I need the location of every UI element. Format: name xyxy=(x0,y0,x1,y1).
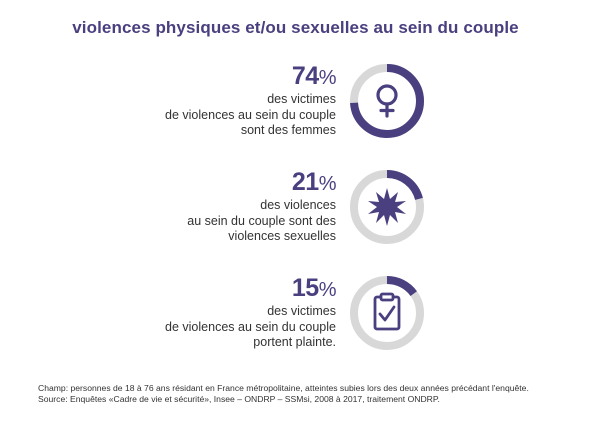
value-number: 15 xyxy=(291,274,319,302)
stat-value: 15% xyxy=(76,274,337,304)
donut-chart-sexual xyxy=(350,170,424,244)
chart-title: violences physiques et/ou sexuelles au s… xyxy=(72,18,519,37)
value-unit: % xyxy=(318,67,337,89)
donut-chart-women xyxy=(350,64,424,138)
burst-icon xyxy=(368,188,406,226)
stat-text: 74% des victimes de violences au sein du… xyxy=(76,62,336,139)
footnote-source: Source: Enquêtes «Cadre de vie et sécuri… xyxy=(38,394,440,404)
donut-arc xyxy=(350,170,424,244)
value-number: 74 xyxy=(291,62,319,90)
stat-row-complaint: 15% des victimes de violences au sein du… xyxy=(0,274,591,374)
value-unit: % xyxy=(318,279,337,301)
value-unit: % xyxy=(318,173,337,195)
footnote: Champ: personnes de 18 à 76 ans résidant… xyxy=(38,383,578,405)
donut-chart-complaint xyxy=(350,276,424,350)
donut-arc xyxy=(350,276,424,350)
stat-value: 21% xyxy=(76,168,337,198)
donut-arc xyxy=(350,64,424,138)
stat-row-women: 74% des victimes de violences au sein du… xyxy=(0,62,591,162)
value-number: 21 xyxy=(291,168,319,196)
stat-description: des victimes de violences au sein du cou… xyxy=(165,304,336,349)
stat-value: 74% xyxy=(76,62,337,92)
stat-description: des violences au sein du couple sont des… xyxy=(187,198,336,243)
stat-row-sexual: 21% des violences au sein du couple sont… xyxy=(0,168,591,268)
stat-text: 15% des victimes de violences au sein du… xyxy=(76,274,336,351)
stat-description: des victimes de violences au sein du cou… xyxy=(165,92,336,137)
footnote-champ: Champ: personnes de 18 à 76 ans résidant… xyxy=(38,383,529,393)
clipboard-check-icon xyxy=(373,292,401,331)
stat-text: 21% des violences au sein du couple sont… xyxy=(76,168,336,245)
female-symbol-icon xyxy=(376,84,398,118)
